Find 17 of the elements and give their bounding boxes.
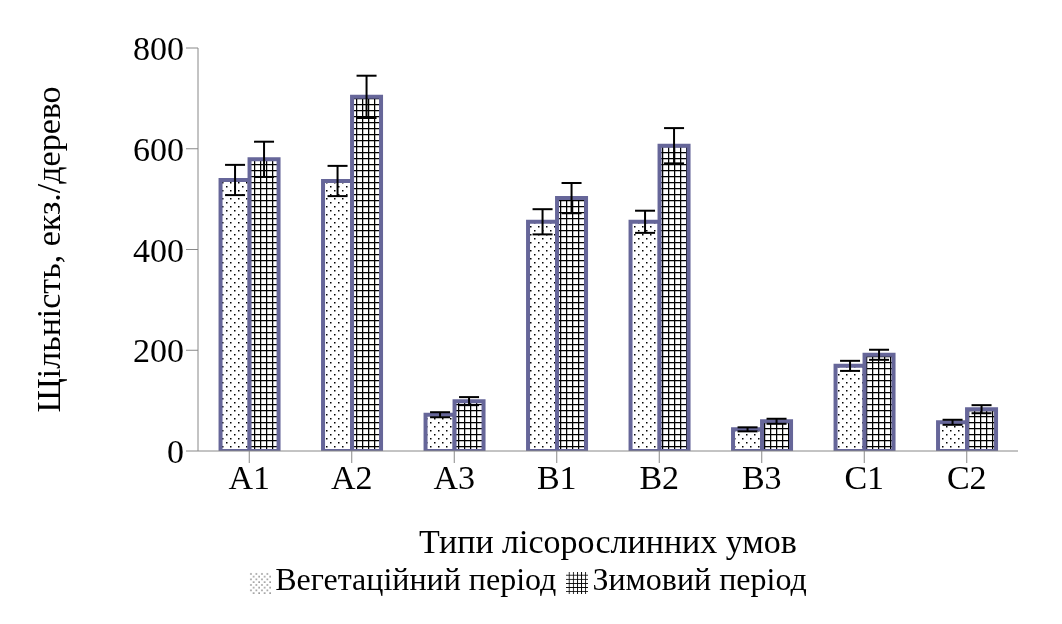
y-tick-label: 600: [133, 130, 184, 168]
x-tick-label: A1: [228, 459, 271, 497]
x-tick-label: B1: [536, 459, 577, 497]
y-tick-label: 0: [167, 433, 184, 471]
y-axis-title: Щільність, екз./дерево: [30, 86, 68, 413]
y-tick-label: 200: [133, 332, 184, 370]
x-tick-label: C2: [946, 459, 987, 497]
x-tick-label: B2: [639, 459, 680, 497]
x-tick-label: C1: [844, 459, 885, 497]
x-tick-label: B3: [741, 459, 782, 497]
x-tick-label: A3: [433, 459, 476, 497]
y-tick-label: 400: [133, 231, 184, 269]
legend-label: Вегетаційний період: [275, 561, 557, 597]
x-tick-label: A2: [330, 459, 373, 497]
x-axis-title: Типи лісорослинних умов: [419, 523, 797, 560]
y-tick-label: 800: [133, 30, 184, 68]
legend-label: Зимовий період: [592, 561, 807, 597]
